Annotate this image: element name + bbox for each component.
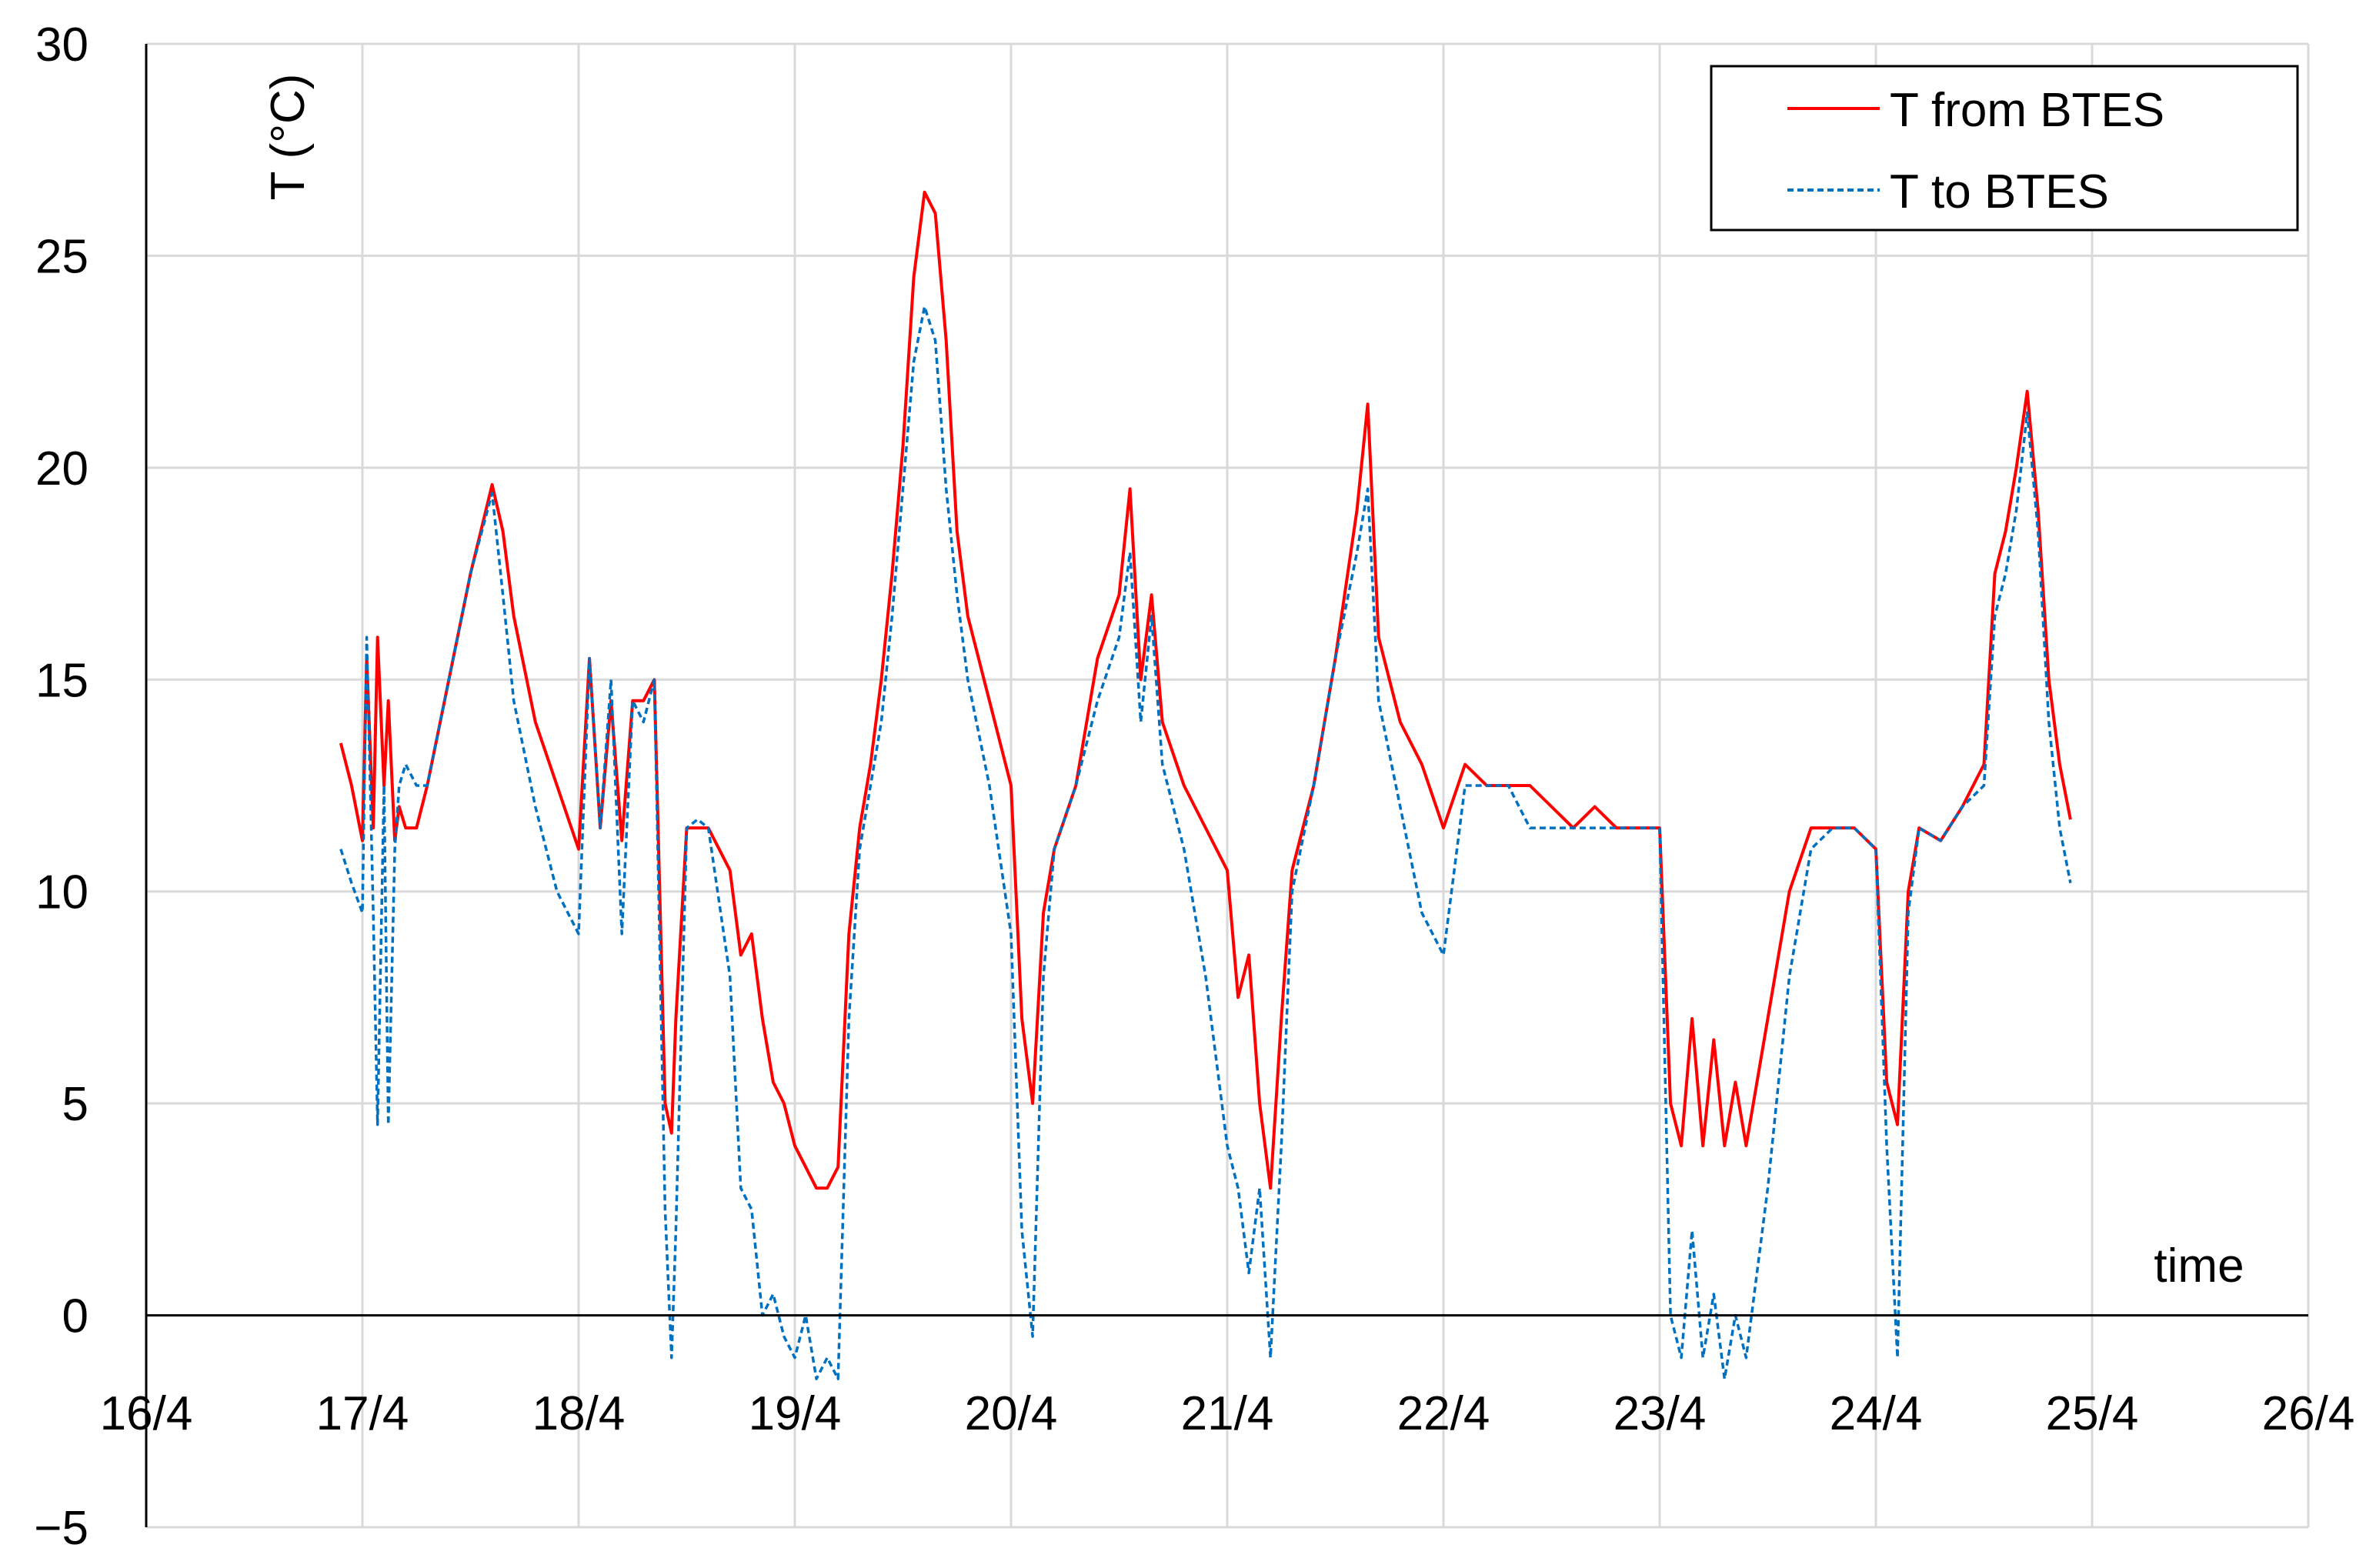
y-tick-label: 10 xyxy=(35,866,88,919)
x-tick-label: 26/4 xyxy=(2262,1387,2355,1440)
x-tick-label: 24/4 xyxy=(1830,1387,1923,1440)
x-axis-title: time xyxy=(2154,1239,2244,1293)
x-tick-label: 23/4 xyxy=(1613,1387,1707,1440)
x-tick-label: 17/4 xyxy=(316,1387,409,1440)
series-layer xyxy=(339,190,2072,1380)
x-tick-label: 16/4 xyxy=(100,1387,193,1440)
tick-labels: 16/4 17/4 18/4 19/4 20/4 21/4 22/4 23/4 24/4 25/4… xyxy=(34,18,2354,1555)
y-tick-label: 20 xyxy=(35,442,88,495)
x-tick-label: 20/4 xyxy=(965,1387,1058,1440)
y-tick-label: 30 xyxy=(35,18,88,72)
x-tick-label: 19/4 xyxy=(749,1387,842,1440)
y-tick-label: 5 xyxy=(62,1078,88,1131)
series-line-t-to-btes xyxy=(339,305,2072,1380)
legend-label-t-from-btes: T from BTES xyxy=(1890,84,2164,137)
x-tick-label: 25/4 xyxy=(2046,1387,2139,1440)
y-axis-title: T (°C) xyxy=(262,74,315,201)
x-tick-label: 18/4 xyxy=(532,1387,626,1440)
legend: T from BTES T to BTES xyxy=(1710,65,2299,232)
y-tick-label: 15 xyxy=(35,654,88,707)
legend-label-t-to-btes: T to BTES xyxy=(1890,165,2109,219)
y-tick-label: 0 xyxy=(62,1290,88,1343)
grid xyxy=(146,42,2310,1529)
axes xyxy=(145,44,2308,1527)
y-tick-label: 25 xyxy=(35,230,88,283)
x-tick-label: 22/4 xyxy=(1397,1387,1490,1440)
x-tick-label: 21/4 xyxy=(1181,1387,1274,1440)
legend-box xyxy=(1710,65,2299,232)
y-tick-label: −5 xyxy=(34,1502,88,1555)
